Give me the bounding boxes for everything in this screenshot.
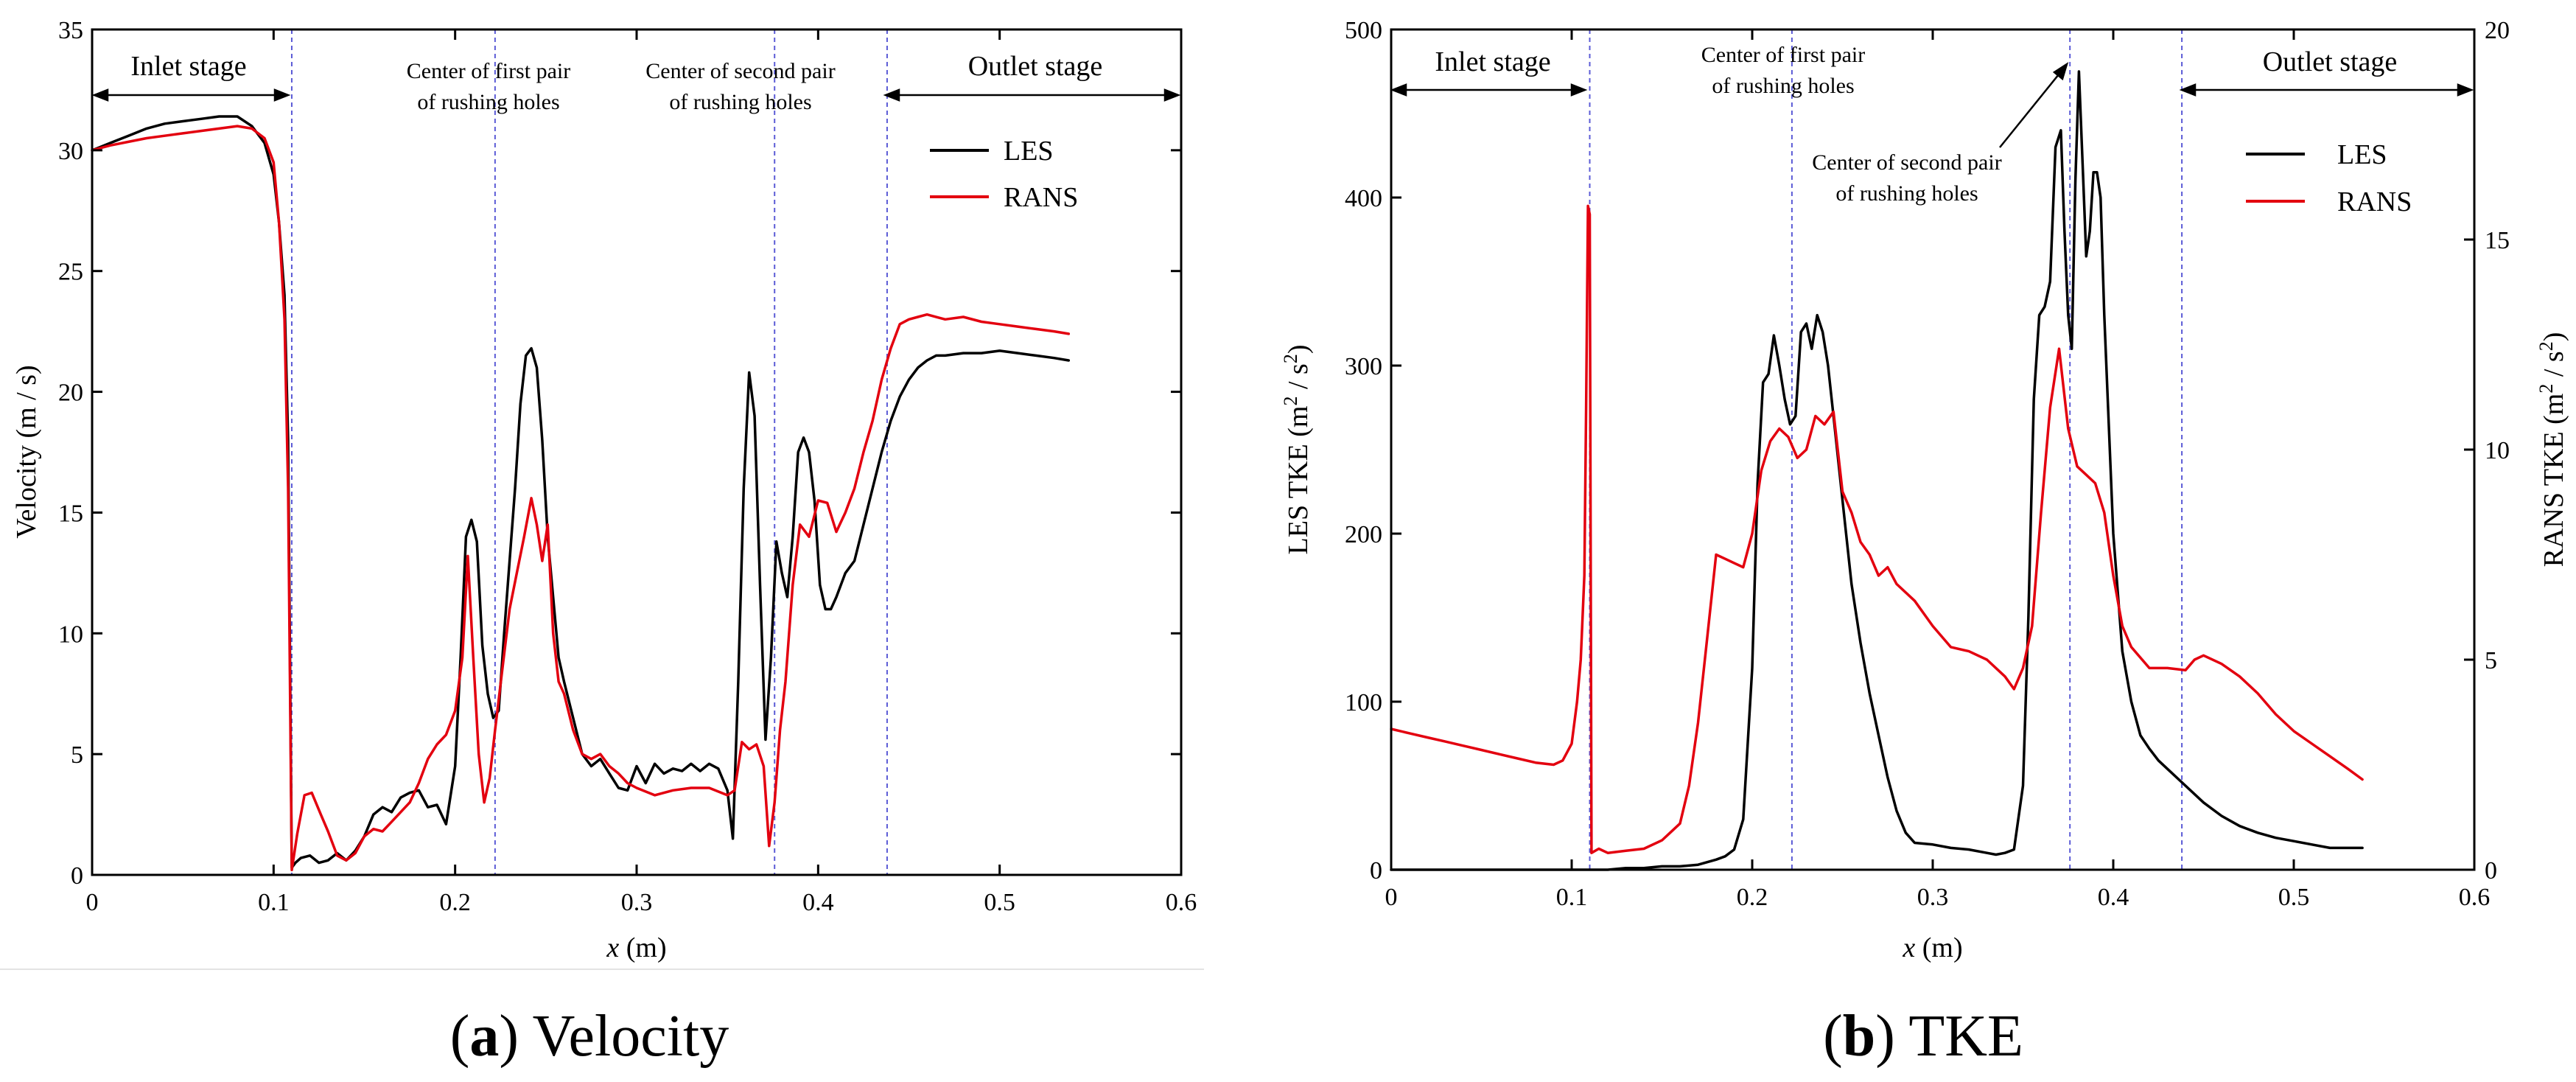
panel-b-tke: 0 0.1 0.2 0.3 0.4 0.5 0.6 0 100 200 300 400 500 0 5 1… [1280,17,2570,1069]
b-right-y-tick-label: 10 [2485,437,2510,464]
b-y-tick-label: 400 [1345,185,1382,212]
b-y-tick-label: 100 [1345,689,1382,716]
a-series-les-line [91,115,1071,869]
panel-a-legend: LES RANS [930,136,1078,213]
b-x-tick-label: 0.2 [1737,884,1768,911]
panel-a-velocity: 0 0.1 0.2 0.3 0.4 0.5 0.6 0 5 10 15 20 25 30 35 Inlet… [0,17,1204,1069]
panel-b-outlet-stage-label: Outlet stage [2263,46,2398,77]
b-right-y-tick-label: 0 [2485,857,2497,884]
b-y-tick-label: 500 [1345,17,1382,44]
panel-a-annotation-second-pair-line2: of rushing holes [669,90,811,114]
a-x-tick-label: 0 [86,889,99,916]
panel-b-legend-rans-label: RANS [2337,186,2412,217]
panel-b-caption: (b) TKE [1823,1004,2023,1069]
panel-a-series [91,115,1071,872]
panel-a-annotation-first-pair-line2: of rushing holes [417,90,559,114]
panel-b-x-axis-label: x (m) [1902,932,1962,963]
panel-a-y-ticks: 0 5 10 15 20 25 30 35 [58,17,1181,890]
panel-b-x-ticks: 0 0.1 0.2 0.3 0.4 0.5 0.6 [1385,29,2491,911]
a-x-tick-label: 0.2 [439,889,471,916]
panel-b-inlet-stage-arrow [1390,83,1588,97]
panel-b-inlet-stage-label: Inlet stage [1435,46,1550,77]
a-x-tick-label: 0.4 [802,889,834,916]
b-x-tick-label: 0.3 [1917,884,1949,911]
panel-b-legend-les-label: LES [2337,139,2387,170]
panel-a-x-axis-label: x (m) [606,932,666,963]
a-y-tick-label: 15 [58,500,83,527]
panel-a-caption: (a) Velocity [450,1004,729,1069]
panel-b-annotation-pointer-arrow [1999,62,2069,148]
panel-a-y-axis-label: Velocity (m / s) [11,365,42,538]
b-y-tick-label: 0 [1370,857,1382,884]
b-series-les-line [1390,70,2364,871]
panel-b-left-y-axis-label: LES TKE (m2 / s2) [1280,345,1315,555]
b-right-y-tick-label: 5 [2485,647,2497,674]
panel-a-x-ticks: 0 0.1 0.2 0.3 0.4 0.5 0.6 [86,29,1197,916]
b-right-y-tick-label: 20 [2485,17,2510,44]
a-y-tick-label: 5 [71,741,83,769]
a-y-tick-label: 10 [58,621,83,648]
a-series-rans-line [91,125,1071,872]
panel-a-legend-les-label: LES [1004,136,1054,167]
panel-b-series [1390,70,2364,871]
a-x-tick-label: 0.3 [621,889,653,916]
panel-b-outlet-stage-arrow [2179,83,2474,97]
panel-b-right-y-axis-label: RANS TKE (m2 / s2) [2535,332,2570,568]
panel-b-annotation-second-pair-line2: of rushing holes [1835,181,1978,206]
panel-a-annotation-first-pair-line1: Center of first pair [407,59,570,83]
b-series-rans-line [1390,204,2364,854]
b-y-tick-label: 300 [1345,353,1382,380]
panel-b-annotation-second-pair-line1: Center of second pair [1812,150,2001,175]
a-y-tick-label: 35 [58,17,83,44]
panel-b-right-y-ticks: 0 5 10 15 20 [2464,17,2510,884]
a-x-tick-label: 0.1 [258,889,290,916]
a-y-tick-label: 0 [71,862,83,890]
panel-b-annotation-first-pair-line2: of rushing holes [1712,74,1854,98]
panel-a-vlines [290,29,888,875]
panel-b-legend: LES RANS [2246,139,2412,217]
a-y-tick-label: 20 [58,380,83,407]
panel-b-vlines [1589,29,2183,870]
a-x-tick-label: 0.6 [1166,889,1197,916]
b-right-y-tick-label: 15 [2485,227,2510,254]
b-x-tick-label: 0 [1385,884,1398,911]
a-y-tick-label: 30 [58,138,83,165]
b-x-tick-label: 0.5 [2278,884,2310,911]
a-y-tick-label: 25 [58,259,83,286]
b-x-tick-label: 0.6 [2459,884,2491,911]
panel-a-outlet-stage-label: Outlet stage [968,51,1103,82]
panel-a-inlet-stage-arrow [91,88,291,102]
panel-a-outlet-stage-arrow [883,88,1181,102]
a-x-tick-label: 0.5 [984,889,1015,916]
panel-a-annotation-second-pair-line1: Center of second pair [645,59,835,83]
panel-b-annotation-first-pair-line1: Center of first pair [1701,43,1865,67]
b-y-tick-label: 200 [1345,521,1382,548]
b-x-tick-label: 0.4 [2098,884,2129,911]
panel-a-inlet-stage-label: Inlet stage [130,51,246,82]
panel-b-left-y-ticks: 0 100 200 300 400 500 [1345,17,1401,884]
panel-a-legend-rans-label: RANS [1004,182,1078,213]
b-x-tick-label: 0.1 [1556,884,1588,911]
